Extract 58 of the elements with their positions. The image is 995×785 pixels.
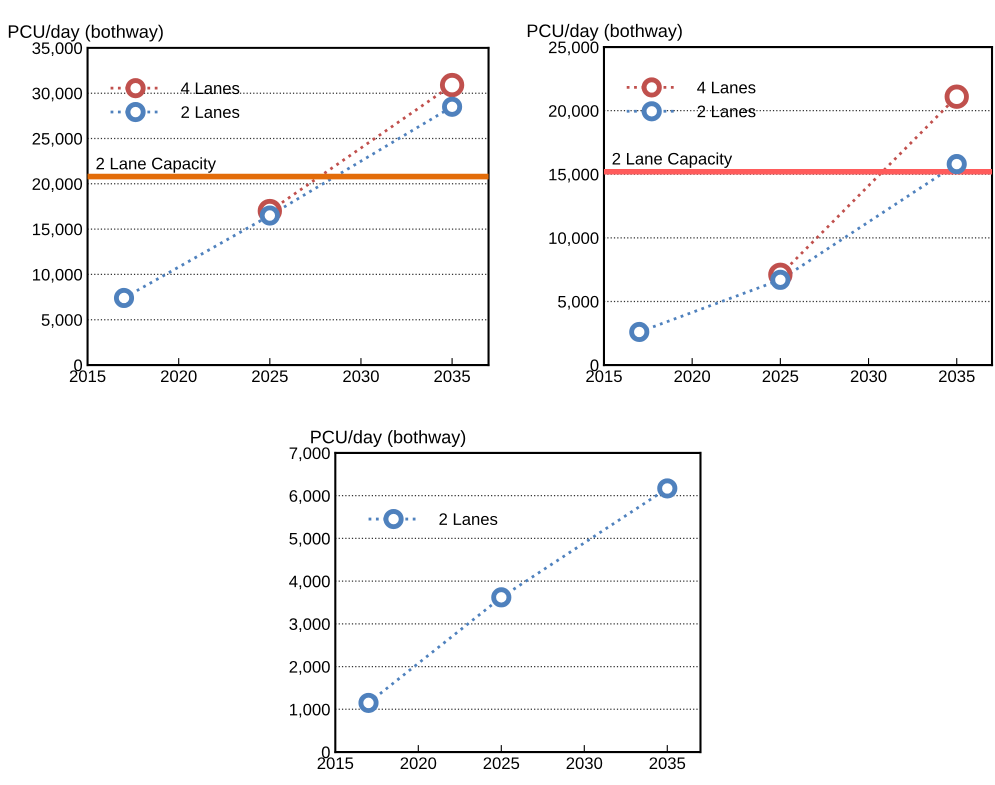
legend-label: 4 Lanes — [180, 82, 240, 94]
y-tick-label: 30,000 — [32, 88, 82, 102]
y-tick-label: 5,000 — [558, 296, 598, 310]
y-tick-label: 0 — [322, 746, 330, 758]
point — [770, 270, 790, 290]
x-tick-label: 2030 — [343, 370, 379, 382]
y-axis-title: PCU/day (bothway) — [528, 24, 682, 41]
y-tick-label: 25,000 — [32, 132, 82, 147]
y-tick-label: 20,000 — [548, 105, 598, 119]
point — [946, 154, 967, 174]
x-tick-label: 2020 — [674, 370, 710, 382]
y-tick-label: 25,000 — [548, 42, 598, 56]
point — [491, 587, 512, 608]
y-tick-label: 20,000 — [32, 178, 82, 192]
y-tick-label: 0 — [74, 359, 82, 372]
y-tick-label: 2,000 — [290, 660, 330, 675]
y-tick-label: 10,000 — [549, 232, 598, 246]
point — [629, 322, 650, 342]
legend-label: 2 Lanes — [698, 105, 756, 118]
ref-line-label: 2 Lane Capacity — [612, 152, 732, 168]
point — [944, 84, 969, 109]
x-tick-label: 2025 — [484, 757, 520, 770]
point — [114, 288, 134, 308]
x-tick-label: 2035 — [939, 370, 975, 382]
point — [657, 478, 678, 498]
y-axis-title: PCU/day (bothway) — [311, 430, 466, 447]
point — [440, 72, 464, 98]
x-tick-label: 2015 — [318, 757, 354, 770]
y-tick-label: 1,000 — [290, 704, 330, 718]
x-tick-label: 2025 — [762, 370, 798, 382]
y-tick-label: 4,000 — [289, 576, 330, 590]
point — [260, 205, 280, 226]
legend-label: 4 Lanes — [697, 82, 756, 94]
y-tick-label: 3,000 — [289, 618, 330, 632]
y-tick-label: 10,000 — [33, 268, 82, 283]
x-tick-label: 2020 — [160, 370, 197, 382]
y-axis-title: PCU/day (bothway) — [8, 24, 163, 42]
y-tick-label: 15,000 — [33, 224, 82, 238]
y-tick-label: 35,000 — [32, 42, 82, 56]
legend-label: 2 Lanes — [181, 106, 240, 118]
x-tick-label: 2035 — [434, 370, 470, 382]
point — [442, 96, 462, 117]
x-tick-label: 2035 — [650, 757, 686, 770]
y-tick-label: 15,000 — [549, 168, 598, 182]
x-tick-label: 2030 — [850, 370, 886, 382]
y-tick-label: 6,000 — [290, 490, 330, 504]
x-tick-label: 2015 — [586, 370, 622, 382]
y-tick-label: 5,000 — [42, 314, 82, 328]
x-tick-label: 2025 — [252, 370, 288, 382]
point — [358, 692, 379, 713]
x-tick-label: 2030 — [566, 757, 602, 770]
ref-line-label: 2 Lane Capacity — [96, 157, 216, 173]
x-tick-label: 2020 — [400, 757, 436, 770]
x-tick-label: 2015 — [70, 370, 106, 382]
y-tick-label: 5,000 — [289, 532, 330, 547]
legend-label: 2 Lanes — [439, 513, 498, 526]
y-tick-label: 0 — [590, 359, 598, 372]
y-tick-label: 7,000 — [290, 447, 330, 462]
